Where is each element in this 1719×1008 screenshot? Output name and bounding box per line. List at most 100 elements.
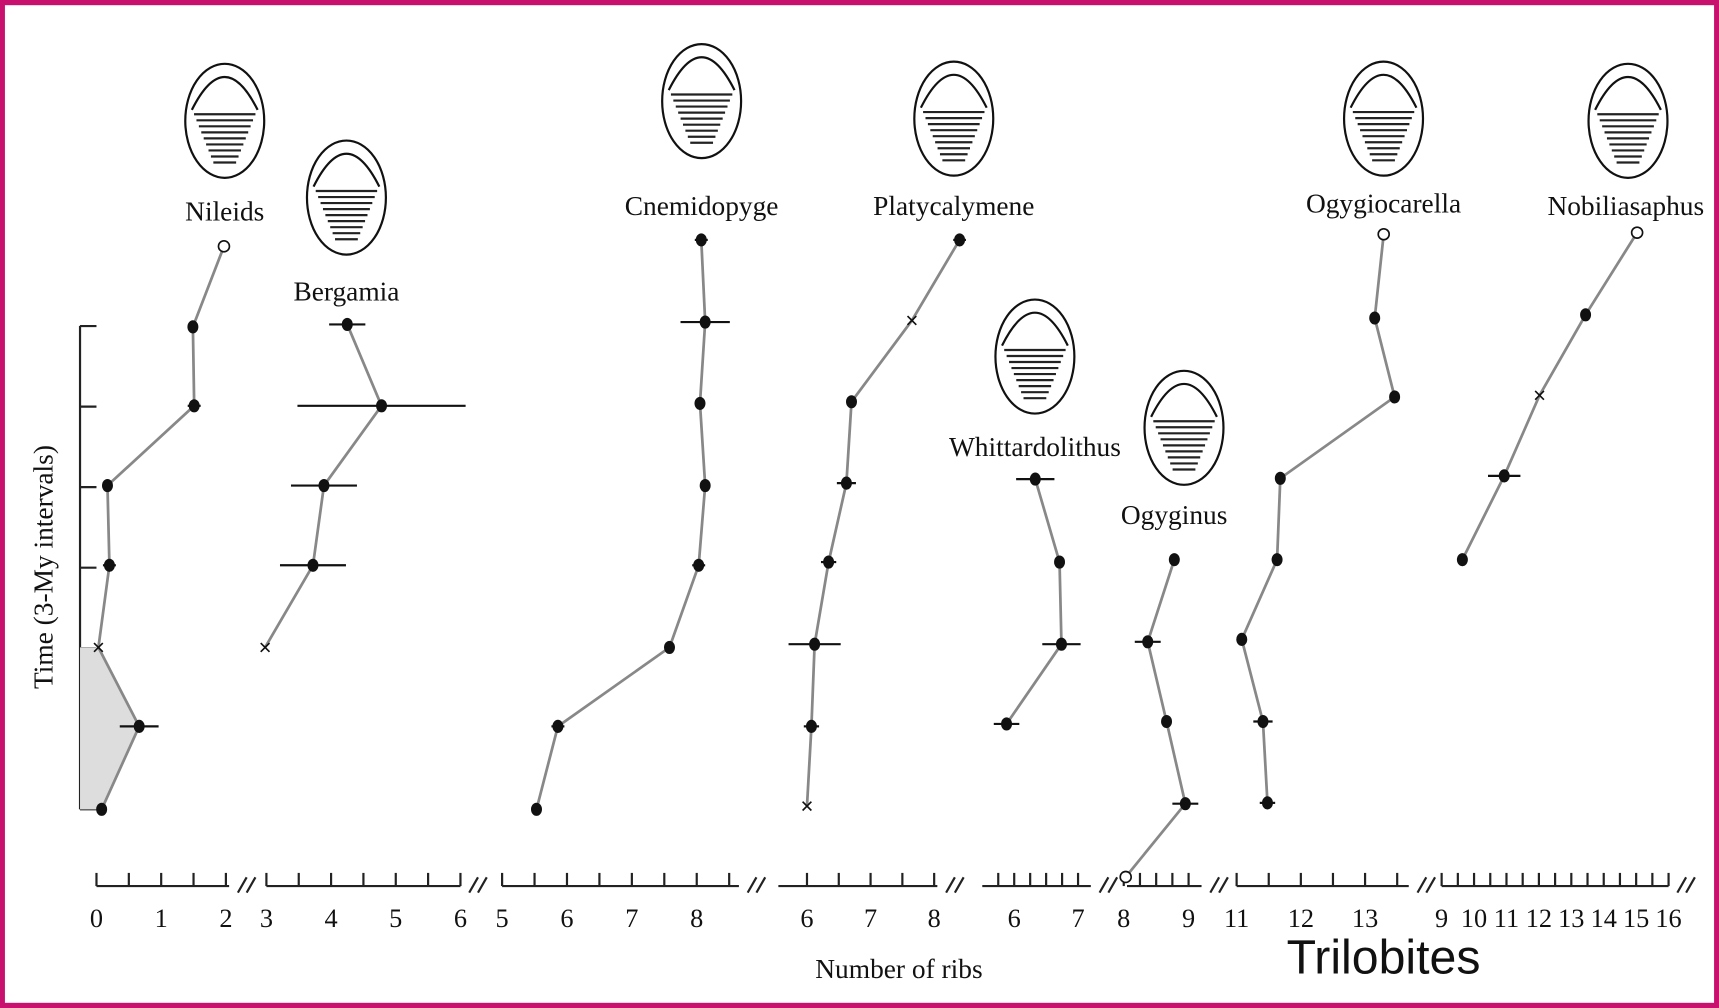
point <box>341 317 353 332</box>
point <box>1029 472 1041 486</box>
point <box>187 320 199 334</box>
point <box>133 719 145 733</box>
point <box>1236 632 1248 646</box>
point <box>1369 311 1381 325</box>
caption: Trilobites <box>1287 930 1481 984</box>
x-tick-label: 13 <box>1352 904 1378 933</box>
trilobite-head <box>190 76 259 111</box>
point <box>699 478 711 493</box>
point-open <box>1630 226 1644 239</box>
axis-break <box>236 876 257 894</box>
point <box>809 637 821 651</box>
x-tick-label: 8 <box>690 904 703 933</box>
x-tick-label: 11 <box>1224 904 1249 933</box>
trend-line <box>535 239 707 810</box>
x-tick-label: 12 <box>1288 904 1314 933</box>
point <box>1142 635 1154 649</box>
panel-title: Ogygiocarella <box>1306 189 1461 219</box>
point <box>96 802 108 816</box>
point <box>1001 717 1013 731</box>
trilobite-head <box>1150 383 1218 418</box>
x-tick-label: 14 <box>1591 904 1617 933</box>
point <box>1168 553 1180 567</box>
point <box>1580 308 1592 322</box>
point <box>1055 637 1067 651</box>
trend-line <box>1005 478 1063 725</box>
panel-title: Nileids <box>185 196 264 226</box>
x-tick-label: 3 <box>260 904 273 933</box>
point-cross <box>93 642 104 653</box>
trilobite-head <box>312 152 381 188</box>
axis-break <box>1209 876 1229 894</box>
point <box>1161 714 1173 729</box>
x-tick-label: 6 <box>800 904 813 933</box>
point <box>1456 553 1468 567</box>
point <box>699 315 711 329</box>
point <box>188 399 200 413</box>
x-tick-label: 6 <box>454 904 467 933</box>
x-tick-label: 5 <box>496 904 509 933</box>
point <box>1271 553 1283 567</box>
trilobite-head <box>919 73 988 109</box>
x-tick-label: 4 <box>325 904 338 933</box>
point <box>531 802 542 816</box>
trilobite-head <box>667 56 736 91</box>
point <box>1179 797 1191 811</box>
point <box>318 478 330 493</box>
x-tick-label: 0 <box>90 904 103 933</box>
x-axis-label: Number of ribs <box>815 954 982 984</box>
axis-break <box>746 876 767 894</box>
axis-break <box>1416 876 1437 894</box>
trend-line <box>805 239 961 807</box>
point <box>1261 796 1273 810</box>
panel-title: Cnemidopyge <box>625 191 779 221</box>
point <box>823 555 835 569</box>
trilobite-head <box>1349 73 1418 109</box>
x-tick-label: 6 <box>1008 904 1021 933</box>
point <box>1257 714 1269 729</box>
point <box>840 476 852 490</box>
x-tick-label: 9 <box>1182 904 1195 933</box>
x-tick-label: 10 <box>1461 904 1487 933</box>
x-tick-label: 11 <box>1494 904 1519 933</box>
x-tick-label: 8 <box>1117 904 1130 933</box>
point <box>695 233 707 247</box>
point <box>1274 471 1286 485</box>
x-tick-label: 7 <box>1071 904 1084 933</box>
panel-title: Platycalymene <box>873 191 1034 221</box>
x-tick-label: 2 <box>219 904 232 933</box>
point <box>954 233 966 247</box>
panel-title: Whittardolithus <box>949 432 1121 462</box>
x-tick-label: 16 <box>1655 904 1681 933</box>
x-tick-label: 9 <box>1435 904 1448 933</box>
axis-break <box>1098 876 1119 894</box>
trend-line <box>97 245 226 810</box>
point <box>307 558 319 572</box>
point-open <box>1377 227 1391 241</box>
x-tick-label: 7 <box>864 904 877 933</box>
trilobite-head <box>1001 311 1069 347</box>
x-tick-label: 7 <box>625 904 638 933</box>
x-tick-label: 15 <box>1623 904 1649 933</box>
x-tick-label: 8 <box>928 904 941 933</box>
axis-break <box>468 876 488 894</box>
point <box>376 399 388 413</box>
panel-title: Bergamia <box>293 276 399 306</box>
trilobite-head <box>1594 76 1662 111</box>
point-cross <box>906 315 917 326</box>
point <box>694 396 706 410</box>
point-cross <box>1534 390 1545 401</box>
x-tick-label: 1 <box>155 904 168 933</box>
panel-title: Ogyginus <box>1121 500 1228 530</box>
point <box>846 395 857 409</box>
axis-break <box>1676 876 1696 894</box>
trend-line <box>1240 234 1397 803</box>
shaded-area <box>80 647 140 810</box>
point <box>664 640 675 655</box>
point <box>1498 469 1510 483</box>
point <box>552 719 564 733</box>
panel-title: Nobiliasaphus <box>1547 191 1704 221</box>
point <box>103 558 115 572</box>
point <box>805 719 817 733</box>
